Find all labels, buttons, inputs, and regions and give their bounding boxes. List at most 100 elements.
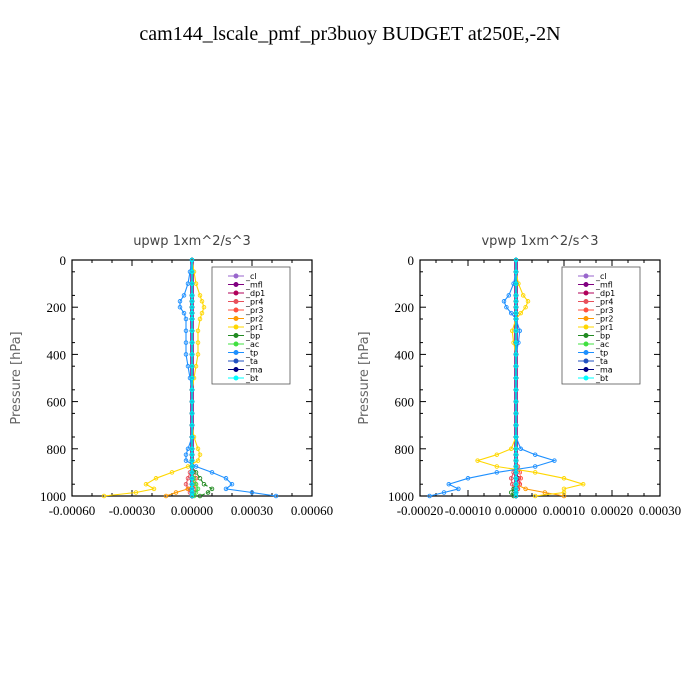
data-point: [189, 310, 195, 316]
data-point: [446, 481, 452, 487]
data-point: [189, 434, 195, 440]
data-point: [518, 476, 524, 481]
data-point: [513, 458, 519, 463]
data-point: [151, 486, 157, 492]
legend-entry: _pr4: [245, 298, 263, 307]
legend-swatch-marker: [583, 341, 589, 347]
legend-swatch-marker: [233, 358, 239, 364]
legend-swatch-marker: [583, 273, 589, 279]
plot-frame: [419, 259, 661, 497]
data-point: [513, 328, 519, 334]
legend: _cl_mfl_dp1_pr4_pr3_pr2_pr1_bp_ac_tp_ta_…: [211, 266, 291, 385]
data-point: [183, 481, 189, 487]
y-tick-label: 0: [60, 253, 67, 268]
data-point: [195, 340, 201, 345]
data-point: [513, 493, 519, 499]
data-point: [441, 490, 447, 495]
legend-entry: _ta: [595, 357, 608, 366]
data-point: [189, 470, 195, 475]
data-point: [197, 316, 203, 322]
data-point: [513, 281, 519, 286]
data-point: [195, 328, 201, 334]
legend-entry: _mfl: [245, 281, 263, 290]
data-point: [189, 476, 195, 481]
legend-swatch-marker: [233, 290, 239, 296]
data-point: [513, 310, 519, 316]
legend-entry: _pr1: [595, 323, 613, 332]
data-point: [525, 299, 531, 304]
data-point: [163, 493, 169, 499]
data-point: [183, 316, 189, 322]
data-point: [513, 422, 519, 428]
x-tick-label: 0.00060: [291, 503, 333, 518]
data-point: [508, 446, 514, 452]
legend-entry: _cl: [595, 272, 607, 281]
x-tick-label: -0.00060: [49, 503, 96, 518]
data-point: [513, 316, 519, 322]
legend-entry: _bt: [245, 374, 258, 383]
data-point: [532, 452, 538, 457]
data-point: [273, 493, 279, 499]
legend-swatch-marker: [233, 307, 239, 313]
legend-swatch-marker: [583, 333, 589, 338]
data-point: [195, 446, 201, 452]
data-point: [506, 293, 512, 298]
legend-entry: _ac: [245, 340, 259, 349]
data-point: [201, 304, 207, 310]
y-tick-label: 200: [395, 300, 415, 315]
legend-entry: _cl: [245, 272, 257, 281]
data-point: [504, 304, 509, 310]
y-tick-label: 1000: [40, 489, 66, 504]
data-point: [532, 464, 538, 469]
data-point: [513, 304, 519, 310]
legend-entry: _pr3: [595, 306, 613, 315]
legend-entry: _ta: [245, 357, 258, 366]
data-point: [183, 452, 189, 457]
legend-swatch-marker: [583, 299, 589, 304]
data-point: [508, 476, 514, 481]
data-point: [513, 293, 519, 298]
y-tick-label: 800: [47, 442, 67, 457]
data-point: [153, 476, 159, 481]
data-point: [133, 490, 139, 495]
data-point: [223, 486, 229, 492]
panel-upwp: upwp 1xm^2/s^3 Pressure [hPa] 0 200 400 600 80…: [9, 234, 333, 518]
legend-swatch-marker: [233, 324, 239, 330]
data-point: [189, 352, 195, 357]
legend-entry: _pr2: [595, 315, 613, 324]
data-point: [197, 452, 203, 457]
legend-box: [561, 266, 641, 385]
data-point: [513, 452, 519, 457]
legend-swatch-marker: [583, 375, 589, 381]
data-point: [189, 340, 195, 345]
legend-swatch-marker: [233, 299, 239, 304]
data-point: [513, 299, 519, 304]
data-point: [513, 269, 519, 275]
data-point: [427, 493, 432, 499]
data-point: [169, 470, 175, 475]
data-point: [189, 452, 195, 457]
data-point: [197, 493, 203, 499]
data-point: [189, 446, 195, 452]
data-point: [513, 434, 519, 440]
legend-swatch-marker: [233, 367, 239, 372]
legend-entry: _pr2: [245, 315, 263, 324]
legend-entry: _ma: [245, 366, 263, 375]
x-tick-label: 0.00000: [171, 503, 213, 518]
data-point: [189, 269, 195, 275]
legend-swatch-marker: [233, 273, 239, 279]
panel-vpwp: vpwp 1xm^2/s^3 Pressure [hPa] 0 200 400 600 80…: [357, 234, 681, 518]
data-point: [520, 293, 526, 298]
data-point: [475, 458, 480, 463]
x-tick-label: 0.00020: [591, 503, 633, 518]
legend-swatch-marker: [233, 316, 239, 321]
y-axis-label: Pressure [hPa]: [9, 331, 24, 424]
x-tick-label: 0.00000: [495, 503, 537, 518]
data-point: [195, 458, 201, 463]
data-point: [183, 340, 189, 345]
legend-swatch-marker: [233, 375, 239, 381]
data-point: [197, 293, 203, 298]
data-point: [143, 481, 149, 487]
legend-swatch-marker: [233, 341, 239, 347]
legend-entry: _ma: [595, 366, 613, 375]
